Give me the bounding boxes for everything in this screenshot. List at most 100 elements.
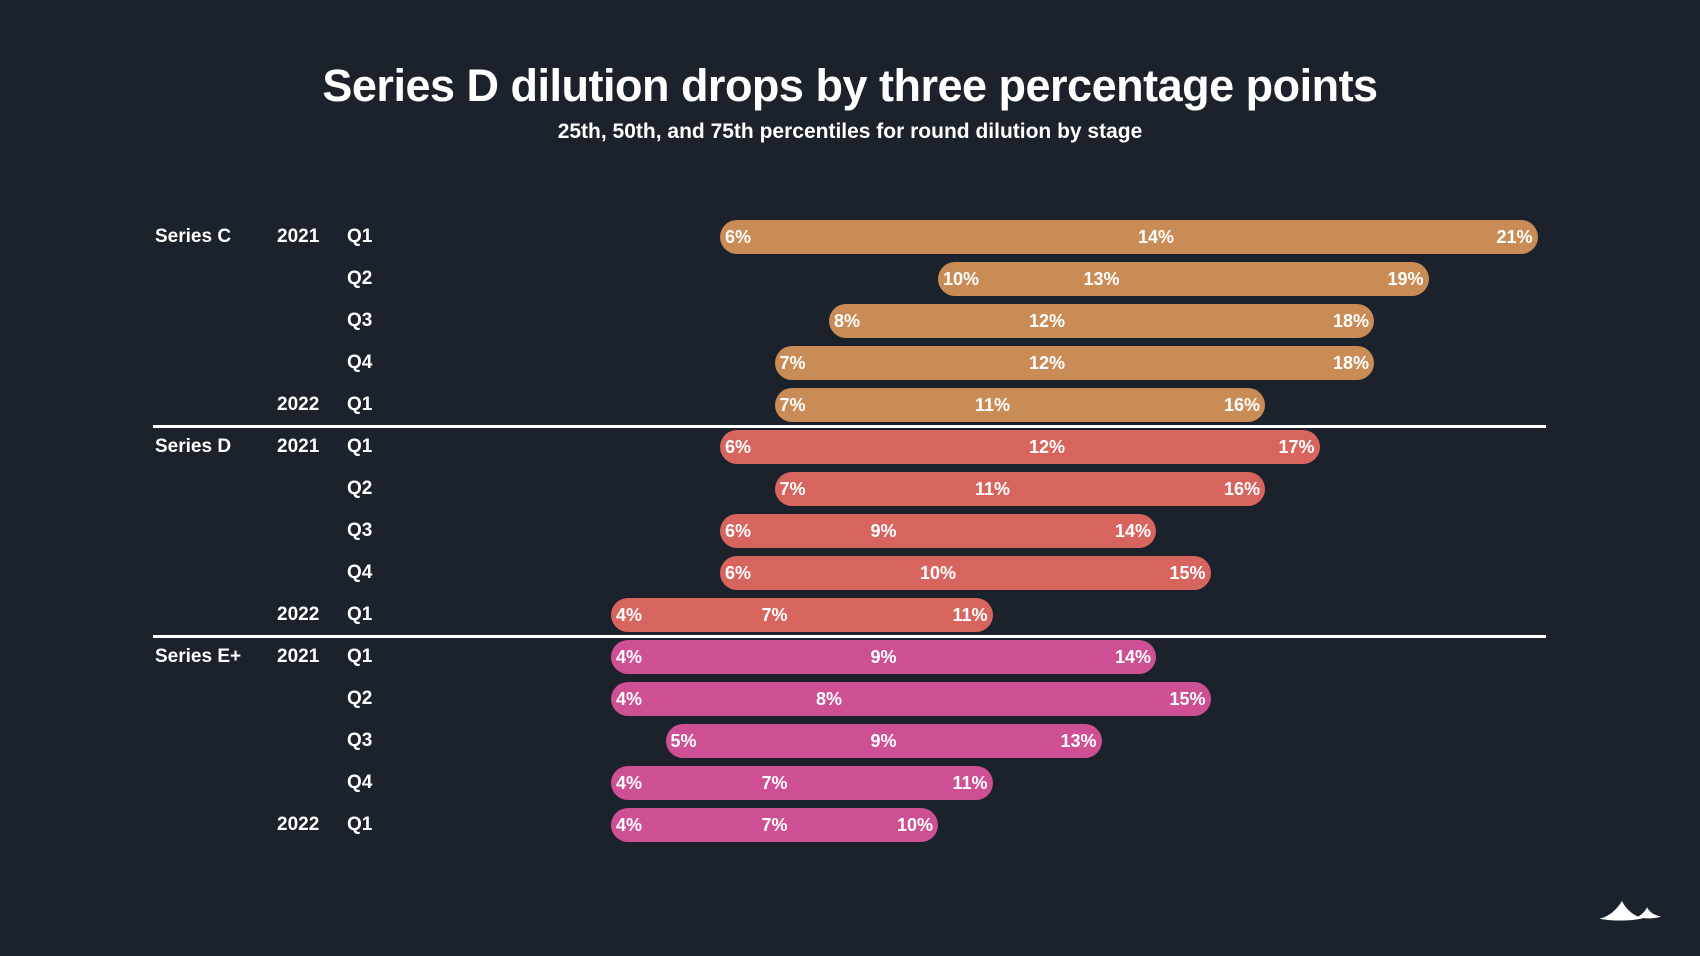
p25-value-label: 4% bbox=[616, 689, 643, 709]
p75-value-label: 11% bbox=[952, 773, 988, 793]
chart-row: Q2 4% 8% 15% bbox=[0, 682, 1700, 716]
section-divider bbox=[153, 424, 1546, 428]
year-label: 2022 bbox=[277, 604, 320, 625]
p75-value-label: 18% bbox=[1332, 353, 1369, 373]
quarter-label: Q4 bbox=[347, 772, 373, 793]
percentile-range-bar: 5% 9% 13% bbox=[665, 724, 1102, 758]
p75-value-label: 10% bbox=[896, 815, 933, 835]
mountains-logo-icon bbox=[1599, 900, 1661, 921]
chart-row: Q3 6% 9% 14% bbox=[0, 514, 1700, 548]
year-label: 2022 bbox=[277, 814, 320, 835]
p50-value-label: 10% bbox=[919, 563, 957, 583]
p50-value-label: 8% bbox=[815, 689, 843, 709]
p25-value-label: 6% bbox=[725, 227, 752, 247]
percentile-range-bar: 6% 12% 17% bbox=[720, 430, 1320, 464]
p75-value-label: 19% bbox=[1387, 269, 1424, 289]
p50-value-label: 12% bbox=[1028, 353, 1066, 373]
chart-subtitle: 25th, 50th, and 75th percentiles for rou… bbox=[557, 120, 1143, 143]
p50-value-label: 9% bbox=[870, 521, 897, 541]
p25-value-label: 6% bbox=[725, 521, 752, 541]
chart-row: Q3 5% 9% 13% bbox=[0, 724, 1700, 758]
p50-value-label: 11% bbox=[974, 395, 1011, 415]
p75-value-label: 15% bbox=[1169, 689, 1206, 709]
p25-value-label: 4% bbox=[616, 815, 643, 835]
percentile-range-bar: 6% 14% 21% bbox=[720, 220, 1538, 254]
chart-row: Q4 6% 10% 15% bbox=[0, 556, 1700, 590]
percentile-range-bar: 7% 11% 16% bbox=[774, 472, 1265, 506]
p25-value-label: 6% bbox=[725, 563, 752, 583]
chart-row: Series D 2021 Q1 6% 12% 17% bbox=[0, 430, 1700, 464]
percentile-range-bar: 10% 13% 19% bbox=[938, 262, 1429, 296]
p25-value-label: 4% bbox=[616, 773, 643, 793]
year-label: 2021 bbox=[277, 436, 320, 457]
series-group-label: Series C bbox=[155, 226, 232, 247]
chart-title: Series D dilution drops by three percent… bbox=[322, 60, 1378, 111]
percentile-range-bar: 4% 7% 11% bbox=[611, 598, 993, 632]
chart-row: Q3 8% 12% 18% bbox=[0, 304, 1700, 338]
p50-value-label: 13% bbox=[1083, 269, 1120, 289]
quarter-label: Q4 bbox=[347, 352, 373, 373]
chart-row: 2022 Q1 4% 7% 10% bbox=[0, 808, 1700, 842]
p75-value-label: 16% bbox=[1223, 479, 1260, 499]
p50-value-label: 9% bbox=[870, 647, 897, 667]
quarter-label: Q1 bbox=[347, 436, 373, 457]
p75-value-label: 14% bbox=[1114, 647, 1151, 667]
p75-value-label: 13% bbox=[1060, 731, 1097, 751]
p25-value-label: 7% bbox=[779, 395, 806, 415]
quarter-label: Q1 bbox=[347, 814, 373, 835]
percentile-range-bar: 7% 11% 16% bbox=[774, 388, 1265, 422]
p25-value-label: 4% bbox=[616, 605, 643, 625]
p75-value-label: 17% bbox=[1278, 437, 1315, 457]
section-divider bbox=[153, 634, 1546, 638]
quarter-label: Q2 bbox=[347, 268, 373, 289]
p25-value-label: 5% bbox=[670, 731, 697, 751]
quarter-label: Q3 bbox=[347, 520, 373, 541]
p25-value-label: 7% bbox=[779, 479, 806, 499]
percentile-range-bar: 4% 8% 15% bbox=[611, 682, 1211, 716]
percentile-range-bar: 8% 12% 18% bbox=[829, 304, 1374, 338]
p50-value-label: 12% bbox=[1028, 437, 1066, 457]
chart-row: Series E+ 2021 Q1 4% 9% 14% bbox=[0, 640, 1700, 674]
quarter-label: Q1 bbox=[347, 646, 373, 667]
p50-value-label: 7% bbox=[761, 773, 788, 793]
chart-row: Q2 10% 13% 19% bbox=[0, 262, 1700, 296]
p50-value-label: 7% bbox=[761, 815, 788, 835]
percentile-range-bar: 6% 9% 14% bbox=[720, 514, 1156, 548]
percentile-range-bar: 6% 10% 15% bbox=[720, 556, 1211, 590]
percentile-range-bar: 7% 12% 18% bbox=[774, 346, 1374, 380]
chart-row: Q4 7% 12% 18% bbox=[0, 346, 1700, 380]
chart-row: 2022 Q1 7% 11% 16% bbox=[0, 388, 1700, 422]
p75-value-label: 21% bbox=[1496, 227, 1533, 247]
chart-row: Series C 2021 Q1 6% 14% 21% bbox=[0, 220, 1700, 254]
p25-value-label: 6% bbox=[725, 437, 752, 457]
quarter-label: Q2 bbox=[347, 688, 373, 709]
quarter-label: Q3 bbox=[347, 310, 373, 331]
p50-value-label: 9% bbox=[870, 731, 897, 751]
p50-value-label: 12% bbox=[1028, 311, 1066, 331]
p25-value-label: 10% bbox=[943, 269, 980, 289]
series-group-label: Series D bbox=[155, 436, 232, 457]
p75-value-label: 14% bbox=[1114, 521, 1151, 541]
p75-value-label: 11% bbox=[952, 605, 988, 625]
year-label: 2022 bbox=[277, 394, 320, 415]
p75-value-label: 16% bbox=[1223, 395, 1260, 415]
quarter-label: Q4 bbox=[347, 562, 373, 583]
quarter-label: Q3 bbox=[347, 730, 373, 751]
quarter-label: Q1 bbox=[347, 226, 373, 247]
p25-value-label: 4% bbox=[616, 647, 643, 667]
quarter-label: Q1 bbox=[347, 394, 373, 415]
chart-row: Q4 4% 7% 11% bbox=[0, 766, 1700, 800]
p50-value-label: 14% bbox=[1137, 227, 1175, 247]
chart-row: Q2 7% 11% 16% bbox=[0, 472, 1700, 506]
percentile-range-bar: 4% 7% 11% bbox=[611, 766, 993, 800]
series-group-label: Series E+ bbox=[155, 646, 242, 667]
p75-value-label: 15% bbox=[1169, 563, 1206, 583]
quarter-label: Q2 bbox=[347, 478, 373, 499]
percentile-range-bar: 4% 7% 10% bbox=[611, 808, 938, 842]
p75-value-label: 18% bbox=[1332, 311, 1369, 331]
p25-value-label: 8% bbox=[834, 311, 861, 331]
chart-row: 2022 Q1 4% 7% 11% bbox=[0, 598, 1700, 632]
p25-value-label: 7% bbox=[779, 353, 806, 373]
year-label: 2021 bbox=[277, 226, 320, 247]
